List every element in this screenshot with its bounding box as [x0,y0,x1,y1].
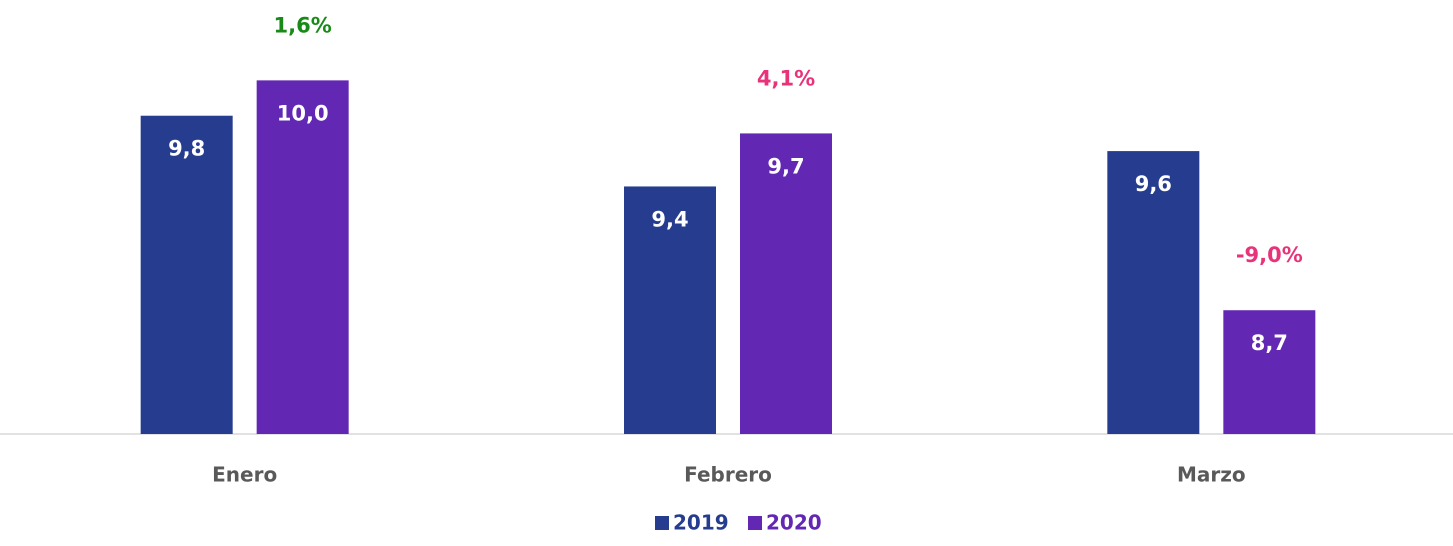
value-label: 10,0 [277,101,329,125]
change-label: 4,1% [757,66,815,90]
value-label: 9,4 [651,207,688,231]
bar [740,133,832,434]
legend-label: 2019 [673,511,729,535]
x-tick-label: Febrero [684,463,772,487]
change-label: -9,0% [1236,243,1303,267]
value-label: 8,7 [1251,331,1288,355]
value-label: 9,8 [168,137,205,161]
bar [1107,151,1200,434]
x-tick-label: Enero [212,463,277,487]
legend-swatch [748,516,762,530]
change-label: 1,6% [274,13,332,37]
bar [624,186,716,434]
x-tick-label: Marzo [1177,463,1246,487]
bar [1223,310,1316,434]
bar [140,115,233,435]
legend-label: 2020 [766,511,822,535]
value-label: 9,7 [767,154,804,178]
value-label: 9,6 [1135,172,1172,196]
bar [256,80,349,434]
legend-swatch [655,516,669,530]
